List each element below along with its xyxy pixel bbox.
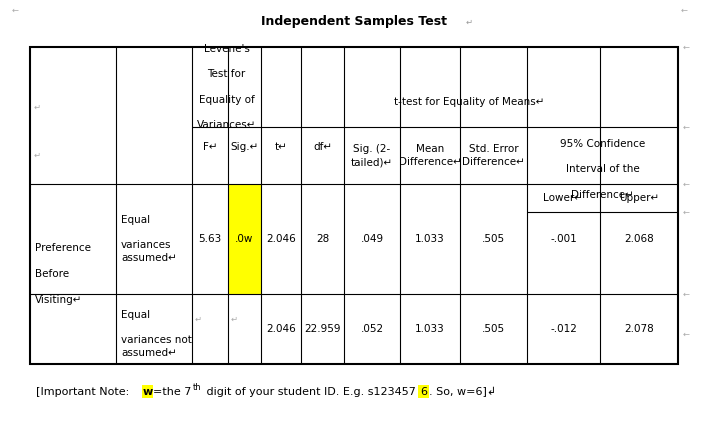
- Text: Sig.↵: Sig.↵: [231, 143, 259, 152]
- Text: 2.046: 2.046: [266, 234, 296, 244]
- Text: th: th: [193, 382, 202, 392]
- Text: 2.068: 2.068: [624, 234, 654, 244]
- Text: 1.033: 1.033: [415, 234, 445, 244]
- Text: 2.046: 2.046: [266, 324, 296, 334]
- Text: ←: ←: [12, 5, 19, 14]
- Text: ↵: ↵: [231, 314, 238, 324]
- Text: 6: 6: [420, 387, 427, 397]
- Text: Lower↵: Lower↵: [543, 193, 583, 203]
- Text: Mean
Difference↵: Mean Difference↵: [399, 144, 461, 167]
- Text: 28: 28: [316, 234, 329, 244]
- Bar: [418, 385, 429, 398]
- Text: -.012: -.012: [550, 324, 577, 334]
- Text: 1.033: 1.033: [415, 324, 445, 334]
- Text: -.001: -.001: [550, 234, 577, 244]
- Text: 22.959: 22.959: [304, 324, 341, 334]
- Text: Levene's

Test for

Equality of

Variances↵: Levene's Test for Equality of Variances↵: [197, 43, 257, 130]
- Text: .0w: .0w: [236, 234, 254, 244]
- Text: ←: ←: [683, 43, 690, 51]
- Text: [Important Note:: [Important Note:: [36, 387, 133, 397]
- Bar: [30, 47, 678, 364]
- Text: digit of your student ID. E.g. s123457: digit of your student ID. E.g. s123457: [203, 387, 416, 397]
- Text: .505: .505: [482, 324, 505, 334]
- Text: Upper↵: Upper↵: [619, 193, 659, 203]
- Text: . So, w=6]↲: . So, w=6]↲: [429, 387, 496, 397]
- Text: 2.078: 2.078: [624, 324, 654, 334]
- Text: ←: ←: [683, 208, 690, 216]
- Text: .505: .505: [482, 234, 505, 244]
- Text: Std. Error
Difference↵: Std. Error Difference↵: [462, 144, 525, 167]
- Text: .049: .049: [361, 234, 384, 244]
- Text: ←: ←: [681, 5, 688, 14]
- Text: ←: ←: [683, 289, 690, 298]
- Text: Equal

variances not
assumed↵: Equal variances not assumed↵: [121, 310, 192, 358]
- Text: ←: ←: [683, 179, 690, 189]
- Text: ↵: ↵: [195, 314, 202, 324]
- Text: 5.63: 5.63: [198, 234, 221, 244]
- Text: Independent Samples Test: Independent Samples Test: [261, 16, 447, 29]
- Text: =the 7: =the 7: [153, 387, 191, 397]
- Text: ↵: ↵: [466, 17, 473, 27]
- Text: w: w: [143, 387, 153, 397]
- Text: df↵: df↵: [313, 143, 332, 152]
- Text: t↵: t↵: [275, 143, 288, 152]
- Text: Sig. (2-
tailed)↵: Sig. (2- tailed)↵: [351, 144, 393, 167]
- Text: ↵: ↵: [34, 151, 41, 160]
- Text: 95% Confidence

Interval of the

Difference↵: 95% Confidence Interval of the Differenc…: [560, 139, 645, 200]
- Text: ←: ←: [683, 122, 690, 132]
- Text: Preference

Before

Visiting↵: Preference Before Visiting↵: [35, 243, 91, 305]
- Bar: [142, 385, 153, 398]
- Text: ←: ←: [683, 330, 690, 338]
- Text: .052: .052: [361, 324, 384, 334]
- Text: Equal

variances
assumed↵: Equal variances assumed↵: [121, 215, 177, 263]
- Bar: [228, 184, 261, 294]
- Text: t-test for Equality of Means↵: t-test for Equality of Means↵: [394, 97, 545, 107]
- Text: ↵: ↵: [34, 103, 41, 111]
- Text: F↵: F↵: [202, 143, 217, 152]
